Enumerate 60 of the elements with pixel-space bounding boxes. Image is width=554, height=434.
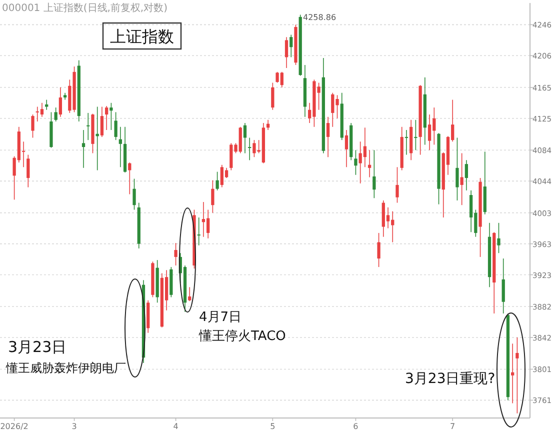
annotation: 懂王威胁轰炸伊朗电厂 bbox=[5, 361, 126, 375]
candlestick bbox=[86, 112, 90, 140]
candlestick bbox=[377, 232, 380, 268]
candlestick bbox=[110, 102, 113, 130]
candlestick bbox=[516, 337, 519, 414]
candlestick bbox=[132, 178, 136, 210]
candlestick bbox=[464, 160, 468, 191]
candlestick bbox=[368, 150, 372, 178]
candlestick bbox=[174, 242, 178, 266]
candlestick bbox=[284, 36, 288, 68]
x-tick-label: 4 bbox=[173, 422, 178, 431]
candlestick bbox=[344, 130, 348, 168]
candlestick bbox=[211, 180, 214, 214]
candlestick bbox=[248, 137, 252, 161]
x-tick-label: 2026/2 bbox=[0, 422, 28, 431]
candlestick bbox=[428, 114, 432, 151]
x-tick-label: 3 bbox=[72, 422, 77, 431]
text: 上证指数 bbox=[110, 27, 174, 46]
candlestick bbox=[396, 166, 399, 204]
candlestick bbox=[456, 137, 459, 201]
candlestick bbox=[363, 127, 367, 168]
candlestick bbox=[497, 222, 500, 254]
chart-subtitle: 000001 上证指数(日线,前复权,对数) bbox=[2, 2, 168, 14]
x-tick-label: 7 bbox=[450, 422, 456, 431]
candlestick bbox=[202, 202, 206, 238]
candlestick bbox=[31, 114, 34, 138]
candlestick bbox=[114, 112, 118, 140]
candlestick bbox=[386, 207, 390, 229]
candlestick bbox=[354, 150, 358, 176]
annotation: 3月23日重现? bbox=[405, 371, 496, 387]
annotation: 3月23日 bbox=[8, 338, 67, 356]
candlestick bbox=[54, 107, 58, 122]
candlestick bbox=[100, 106, 104, 138]
candlestick bbox=[26, 154, 30, 188]
candlestick bbox=[372, 150, 376, 199]
candlestick bbox=[45, 99, 48, 110]
candlestick bbox=[58, 86, 62, 118]
candlestick bbox=[414, 120, 418, 151]
candlestick bbox=[40, 102, 44, 118]
candlestick bbox=[404, 130, 408, 156]
candlestick bbox=[82, 130, 86, 168]
candlestick bbox=[105, 106, 108, 130]
candlestick bbox=[290, 34, 293, 58]
annotation: 4258.86 bbox=[303, 13, 336, 22]
candlestick bbox=[271, 82, 274, 110]
annotation: 4月7日 bbox=[199, 310, 242, 325]
candlestick bbox=[460, 152, 464, 206]
candlestick bbox=[118, 126, 122, 168]
x-tick-label: 5 bbox=[270, 422, 276, 431]
x-tick-label: 6 bbox=[353, 422, 358, 431]
candlestick bbox=[243, 122, 247, 154]
candlestick bbox=[469, 190, 473, 233]
candlestick bbox=[197, 217, 200, 246]
candlestick bbox=[511, 343, 514, 404]
candlestick bbox=[216, 171, 219, 191]
candlestick bbox=[188, 286, 192, 302]
annotation: 懂王停火TACO bbox=[198, 329, 286, 344]
candlestick bbox=[128, 162, 132, 195]
candlestick bbox=[502, 258, 505, 314]
candlestick bbox=[326, 116, 330, 158]
